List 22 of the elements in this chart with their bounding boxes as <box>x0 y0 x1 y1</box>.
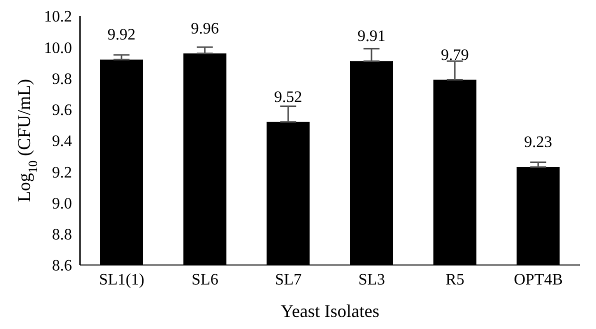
y-tick-label: 9.6 <box>52 102 72 120</box>
y-tick-label: 8.6 <box>52 258 72 275</box>
y-tick-label: 9.2 <box>52 164 72 182</box>
data-label: 9.52 <box>274 88 302 106</box>
x-tick-label: OPT4B <box>514 271 563 288</box>
data-label: 9.96 <box>190 20 219 38</box>
data-label: 9.79 <box>440 46 469 64</box>
y-tick-label: 10.0 <box>44 40 72 57</box>
x-tick-label: R5 <box>446 271 464 288</box>
x-tick-label: SL6 <box>192 271 218 288</box>
data-label: 9.23 <box>524 134 552 151</box>
x-tick-label: SL3 <box>358 271 386 288</box>
data-label: 9.92 <box>108 26 136 44</box>
x-tick-label: SL1(1) <box>99 271 144 288</box>
y-tick-label: 9.4 <box>52 133 72 150</box>
y-tick-label: 9.8 <box>52 70 72 88</box>
y-tick-label: 9.0 <box>52 195 72 212</box>
x-axis-title: Yeast Isolates <box>280 301 380 321</box>
x-tick-label: SL7 <box>274 271 302 288</box>
y-tick-label: 8.8 <box>52 226 72 244</box>
y-tick-label: 10.2 <box>44 8 72 26</box>
data-label: 9.91 <box>358 28 386 46</box>
